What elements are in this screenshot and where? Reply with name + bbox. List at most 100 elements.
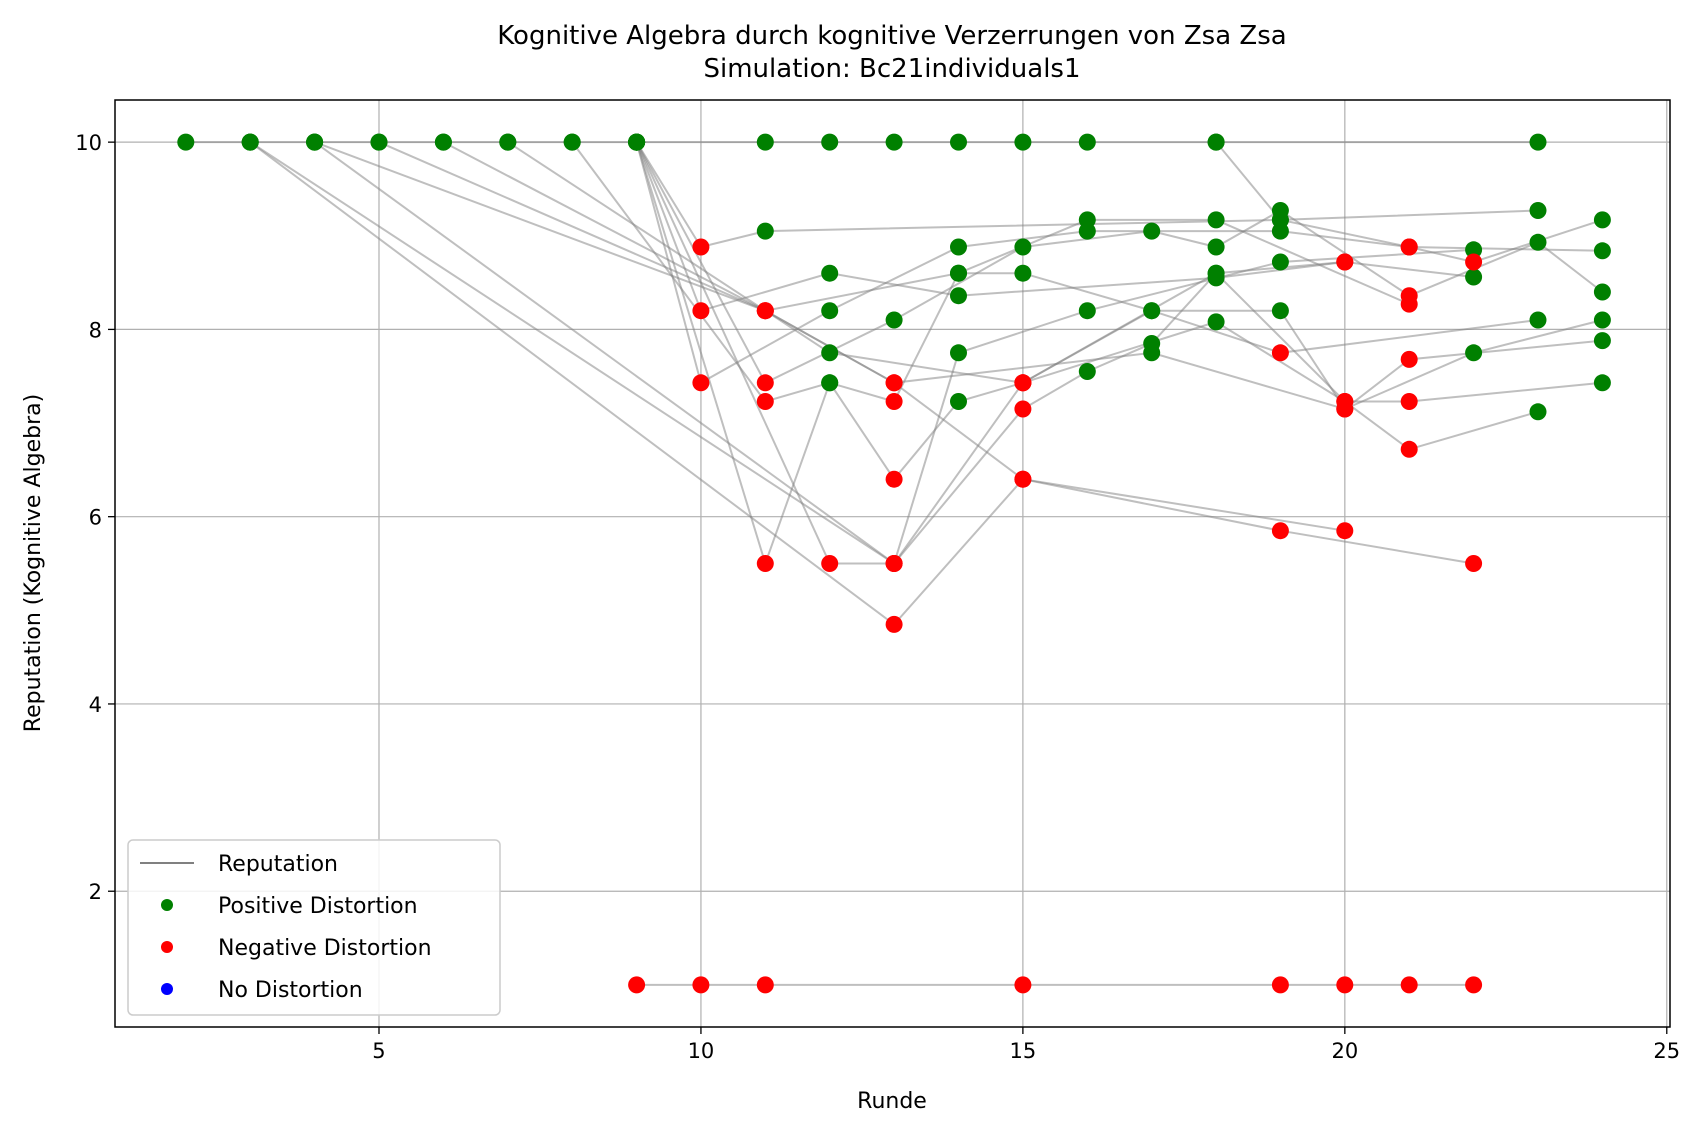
reputation-line [314,141,1539,565]
positive-distortion-point [1078,302,1096,320]
positive-distortion-point [306,133,324,151]
positive-distortion-point [1593,311,1611,329]
positive-distortion-point [1593,332,1611,350]
negative-distortion-point [756,374,774,392]
negative-distortion-point [885,393,903,410]
positive-distortion-point [1014,238,1032,256]
y-tick-label: 6 [89,506,102,530]
negative-distortion-point [1336,393,1354,410]
negative-distortion-point [1400,976,1418,994]
positive-distortion-point [1593,283,1611,301]
positive-distortion-point [1593,374,1611,392]
positive-distortion-point [1529,311,1547,329]
negative-distortion-point [756,976,774,994]
negative-distortion-point [885,470,903,488]
negative-distortion-point [885,555,903,572]
legend-label-reputation: Reputation [218,852,338,877]
chart-subtitle: Simulation: Bc21individuals1 [704,54,1081,84]
negative-distortion-point [1014,976,1032,994]
reputation-line [571,141,1539,481]
positive-distortion-point [177,133,195,151]
positive-distortion-point [628,133,646,151]
negative-distortion-point [756,393,774,410]
positive-distortion-point [1207,313,1225,331]
reputation-line [314,141,1410,312]
positive-distortion-point [1143,335,1161,352]
positive-distortion-point [1271,302,1289,320]
positive-distortion-point [821,133,839,151]
negative-distortion-point [1336,976,1354,994]
negative-distortion-point [821,555,839,572]
x-tick-label: 5 [372,1039,385,1063]
negative-distortion-point [756,302,774,320]
y-axis-label: Reputation (Kognitive Algebra) [21,394,46,732]
legend-dot-swatch [161,983,173,995]
negative-distortion-point [756,555,774,572]
negative-distortion-point [1014,400,1032,418]
positive-distortion-point [1014,133,1032,151]
negative-distortion-point [692,238,710,256]
x-tick-label: 15 [1010,1039,1037,1063]
positive-distortion-point [1529,403,1547,421]
positive-distortion-point [950,287,967,305]
legend-label-no-distortion: No Distortion [218,978,363,1003]
positive-distortion-point [1465,268,1483,286]
positive-distortion-point [1014,264,1032,282]
x-tick-label: 10 [688,1039,715,1063]
positive-distortion-point [1529,202,1547,219]
positive-distortion-point [1078,363,1096,380]
positive-distortion-point [1207,238,1225,256]
legend-dot-swatch [161,899,173,911]
negative-distortion-point [1336,253,1354,271]
plot-frame [114,99,1671,1028]
positive-distortion-point [499,133,517,151]
legend-box [127,839,501,1016]
negative-distortion-point [1400,440,1418,458]
negative-distortion-point [1400,238,1418,256]
positive-distortion-point [1207,211,1225,229]
x-axis-label: Runde [857,1089,927,1114]
legend-label-positive-distortion: Positive Distortion [218,894,418,919]
negative-distortion-point [1465,253,1483,271]
positive-distortion-point [1078,222,1096,240]
positive-distortion-point [756,222,774,240]
positive-distortion-point [1593,242,1611,260]
positive-distortion-point [1271,253,1289,271]
negative-distortion-point [1465,976,1483,994]
positive-distortion-point [821,302,839,320]
reputation-line [249,141,1474,566]
negative-distortion-point [1014,470,1032,488]
positive-distortion-point [1593,211,1611,229]
legend-label-negative-distortion: Negative Distortion [218,936,432,961]
positive-distortion-point [1465,241,1483,259]
y-tick-label: 2 [89,880,102,904]
positive-distortion-point [950,393,967,410]
negative-distortion-point [1271,976,1289,994]
positive-distortion-point [1143,302,1161,320]
positive-distortion-point [1078,133,1096,151]
positive-distortion-point [1271,211,1289,229]
y-tick-label: 8 [89,318,102,342]
reputation-line [635,141,1604,385]
positive-distortion-point [821,344,839,362]
negative-distortion-point [885,374,903,392]
legend-dot-swatch [161,941,173,953]
chart-title: Kognitive Algebra durch kognitive Verzer… [497,21,1286,51]
negative-distortion-point [885,615,903,633]
negative-distortion-point [628,976,646,994]
data-points [177,133,1611,994]
positive-distortion-point [434,133,452,151]
negative-distortion-point [692,302,710,320]
negative-distortion-point [692,374,710,392]
negative-distortion-point [1271,344,1289,362]
positive-distortion-point [241,133,259,151]
positive-distortion-point [950,344,967,362]
positive-distortion-point [885,133,903,151]
axis-ticks: 5 10 15 20 25 2 4 6 8 10 [75,131,1680,1063]
positive-distortion-point [1529,233,1547,251]
reputation-line [249,141,1474,626]
reputation-line [635,141,1603,565]
y-tick-label: 4 [89,693,102,717]
negative-distortion-point [692,976,710,994]
x-tick-label: 25 [1653,1039,1680,1063]
